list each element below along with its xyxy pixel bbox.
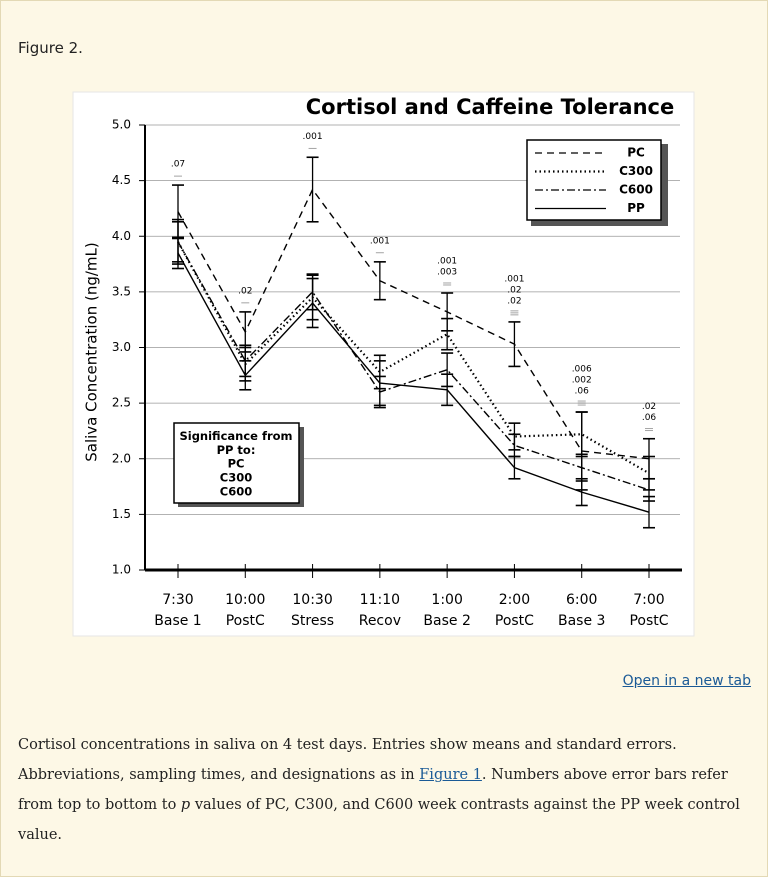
significance-item: C600 [220,485,252,499]
x-tick-label: 1:00 [431,592,462,608]
y-tick-label: 1.5 [112,507,131,521]
p-value-label: .02 [238,286,252,296]
p-value-label: .001 [437,256,457,266]
error-bar [508,321,521,368]
y-tick-label: 3.5 [112,284,131,298]
p-value-label: .006 [572,365,592,375]
series-line [177,241,650,475]
p-value-label: .02 [507,285,521,295]
x-tick-label: 10:00 [225,592,265,608]
x-tick-label: Base 2 [423,613,470,629]
significance-title-line: PP to: [217,443,256,457]
x-tick-label: 6:00 [566,592,597,608]
x-tick-label: Base 1 [154,613,201,629]
significance-box [173,422,300,504]
legend-label: C300 [619,164,653,178]
y-tick-label: 3.0 [112,340,131,354]
significance-title: Significance from PP to: [179,429,292,457]
x-tick-label: 7:00 [633,592,664,608]
y-tick-label: 1.0 [112,563,131,577]
x-tick-label: 10:30 [292,592,332,608]
error-bar [643,495,655,529]
x-tick-label: Stress [291,613,334,629]
x-tick-label: PostC [629,613,668,629]
y-tick-label: 4.5 [112,173,131,187]
x-tick-label: 11:10 [360,592,400,608]
error-bar [441,317,454,351]
p-value-label: .002 [572,376,592,386]
series-line [177,188,650,460]
error-bar [306,277,319,329]
legend-box [526,139,662,221]
x-tick-label: Recov [359,613,401,629]
p-value-label: .02 [642,402,656,412]
p-value-label: .06 [642,413,657,423]
y-tick-label: 5.0 [112,118,131,132]
p-value-label: .001 [303,132,323,142]
p-value-label: .07 [171,160,185,170]
error-bar [508,455,521,480]
open-link[interactable]: Open in a new tab [622,673,751,689]
x-tick-label: 7:30 [162,592,193,608]
figure-label: Figure 2. [18,39,83,57]
figure-link[interactable]: Figure 1 [419,767,482,783]
legend-label: C600 [619,183,653,197]
error-bar [373,261,386,301]
error-bar [306,156,319,223]
caption: Cortisol concentrations in saliva on 4 t… [18,730,753,850]
p-value-label: .02 [507,296,521,306]
caption-text: . Numbers above error bars refer from to… [18,767,728,813]
caption-text: values of PC, C300, and C600 week contra… [18,797,740,843]
x-tick-label: Base 3 [558,613,605,629]
y-tick-label: 4.0 [112,229,131,243]
error-bar [373,360,386,407]
y-tick-label: 2.0 [112,451,131,465]
error-bar [575,477,588,507]
p-value-label: .001 [504,274,524,284]
x-tick-label: PostC [495,613,534,629]
error-bar [172,236,184,270]
error-bar [239,360,252,391]
p-value-label: .003 [437,267,457,277]
y-axis-label: Saliva Concentration (ng/mL) [83,242,101,462]
caption-text: Cortisol concentrations in saliva on 4 t… [18,737,677,783]
error-bar [441,373,454,407]
caption-italic: p [180,797,191,813]
x-tick-label: 2:00 [499,592,530,608]
significance-item: PC [228,457,245,471]
significance-item: C300 [220,471,252,485]
legend-label: PP [627,201,645,215]
x-tick-label: PostC [226,613,265,629]
p-value-label: .06 [575,387,590,397]
legend-label: PC [627,146,645,160]
series-line [177,241,650,491]
p-value-label: .001 [370,236,390,246]
y-tick-label: 2.5 [112,396,131,410]
series-line [177,252,650,513]
significance-title-line: Significance from [179,429,292,443]
chart-title: Cortisol and Caffeine Tolerance [306,95,674,119]
